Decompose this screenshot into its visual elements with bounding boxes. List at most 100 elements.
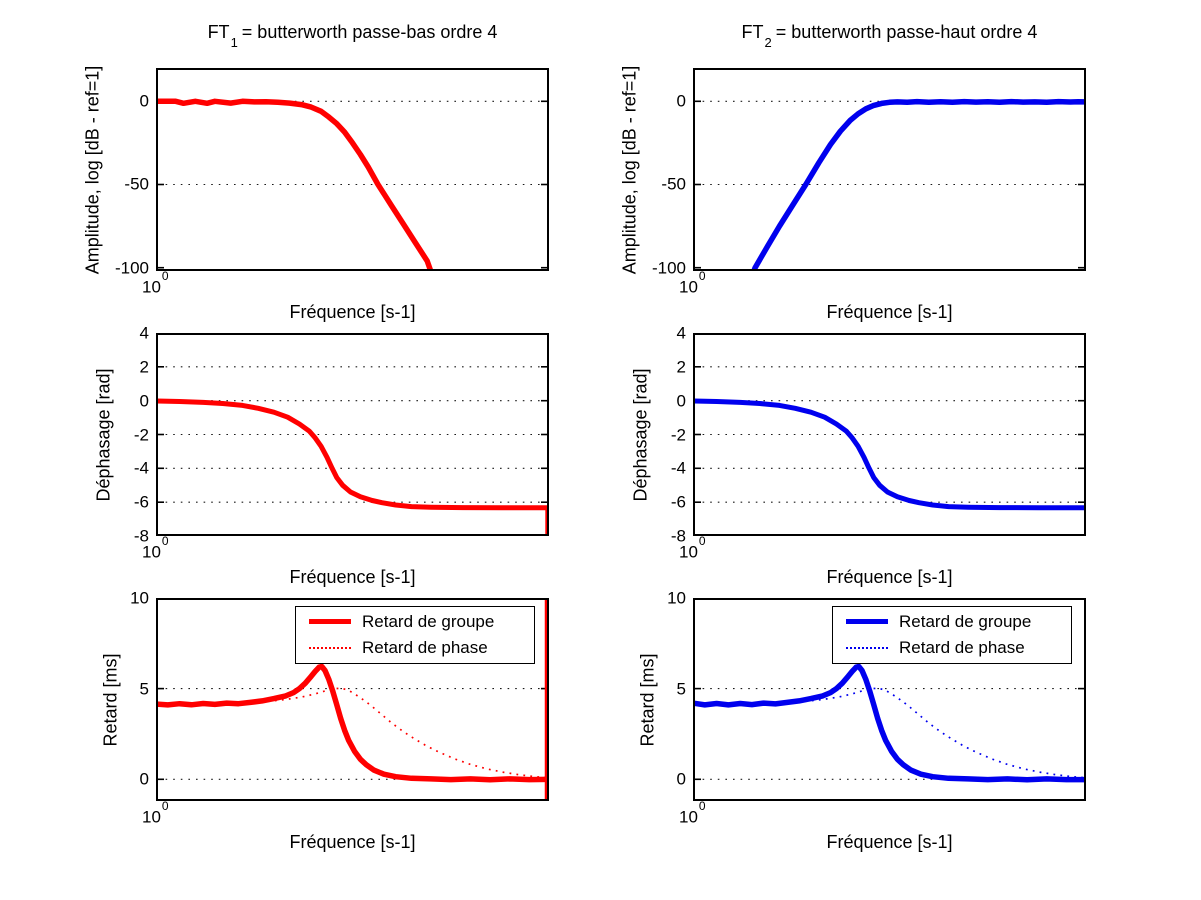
legend: Retard de groupe Retard de phase [832,606,1072,664]
series-amplitude [157,98,434,270]
plot-area: 10 5 0 [667,590,1086,801]
legend-entry-phase: Retard de phase [309,636,534,660]
x-axis-label: Fréquence [s-1] [289,302,416,322]
y-tick-label: -6 [133,492,149,512]
series-amplitude [751,98,1085,270]
y-tick-label: -8 [670,526,686,546]
dephasage-passe-bas-canvas [156,333,549,536]
series-dephasage [157,398,548,511]
y-axis-label: Retard [ms] [637,652,658,747]
x-tick-base: 10 [679,277,698,297]
y-axis-label: Amplitude, log [dB - ref=1] [619,65,640,274]
x-axis-label: Fréquence [s-1] [826,302,953,322]
dephasage-passe-haut-canvas [693,333,1086,536]
x-tick-base: 10 [142,807,161,827]
retard-passe-haut-canvas [693,598,1086,801]
x-tick-exponent: 0 [698,269,706,283]
y-axis-label: Déphasage [rad] [93,367,114,502]
x-tick-label: 100 [679,800,706,827]
subplot-amplitude-passe-bas: FT1 = butterworth passe-bas ordre 4 Ampl… [83,22,549,322]
x-tick-label: 100 [679,535,706,562]
legend-label: Retard de groupe [899,611,1032,631]
legend-entry-groupe: Retard de groupe [309,610,534,634]
subplot-dephasage-passe-bas: Déphasage [rad] 4 2 0 -2 -4 -6 -8 100 Fréquenc… [94,325,549,587]
x-tick-exponent: 0 [161,269,169,283]
x-tick-base: 10 [679,807,698,827]
x-tick-exponent: 0 [161,799,169,813]
y-tick-label: -100 [651,258,686,278]
y-tick-label: -2 [670,425,686,444]
retard-passe-bas-canvas [156,598,549,801]
y-tick-label: -8 [133,526,149,546]
title-text: FT [207,22,230,42]
title-text: = butterworth passe-bas ordre 4 [236,22,498,42]
x-tick-base: 10 [142,542,161,562]
legend: Retard de groupe Retard de phase [295,606,535,664]
y-tick-label: 4 [676,323,686,343]
y-tick-label: 5 [676,679,686,699]
title-subscript: 2 [764,34,772,50]
legend-dotted-line-icon [309,647,351,650]
x-tick-label: 100 [142,800,169,827]
y-tick-label: 10 [667,588,686,608]
legend-entry-groupe: Retard de groupe [846,610,1071,634]
y-tick-label: 5 [139,679,149,699]
x-tick-label: 100 [142,535,169,562]
series-retard-de-groupe [157,663,548,783]
y-tick-label: -100 [114,258,149,278]
x-tick-exponent: 0 [698,534,706,548]
title-subscript: 1 [230,34,238,50]
legend-label: Retard de phase [899,638,1025,658]
y-tick-label: -50 [124,174,149,194]
series-retard-de-phase [157,687,548,779]
y-tick-label: 2 [139,357,149,377]
y-tick-label: 0 [139,391,149,411]
x-tick-label: 100 [142,270,169,297]
y-tick-label: 0 [676,91,686,111]
plot-area: 0 -50 -100 [652,68,1086,276]
title-text: = butterworth passe-haut ordre 4 [770,22,1038,42]
legend-label: Retard de groupe [362,611,495,631]
plot-title: FT2 = butterworth passe-haut ordre 4 [653,22,1126,50]
y-tick-label: -50 [661,174,686,194]
legend-label: Retard de phase [362,638,488,658]
x-tick-base: 10 [679,542,698,562]
y-tick-label: 0 [139,769,149,789]
series-retard-de-phase [694,687,1085,779]
amplitude-passe-bas-canvas [156,68,549,271]
x-axis-label: Fréquence [s-1] [826,832,953,852]
y-tick-label: 2 [676,357,686,377]
y-tick-label: 0 [676,391,686,411]
x-tick-exponent: 0 [161,534,169,548]
y-axis-label: Déphasage [rad] [630,367,651,502]
y-tick-label: 10 [130,588,149,608]
x-tick-base: 10 [142,277,161,297]
legend-solid-line-icon [846,619,888,625]
plot-area: 4 2 0 -2 -4 -6 -8 [671,325,1086,545]
x-axis-label: Fréquence [s-1] [289,832,416,852]
plot-area: 10 5 0 [130,590,549,801]
x-axis-label: Fréquence [s-1] [826,567,953,587]
x-axis-label: Fréquence [s-1] [289,567,416,587]
amplitude-passe-haut-canvas [693,68,1086,271]
y-tick-label: -4 [133,458,149,478]
legend-entry-phase: Retard de phase [846,636,1071,660]
series-dephasage [694,398,1085,511]
y-tick-label: -6 [670,492,686,512]
title-text: FT [741,22,764,42]
legend-solid-line-icon [309,619,351,625]
legend-dotted-line-icon [846,647,888,650]
subplot-retard-passe-bas: Retard [ms] 10 5 0 Retard de groupe Retard… [101,590,549,852]
plot-area: 0 -50 -100 [115,68,549,276]
y-tick-label: -4 [670,458,686,478]
y-tick-label: -2 [133,425,149,444]
y-tick-label: 0 [139,91,149,111]
subplot-amplitude-passe-haut: FT2 = butterworth passe-haut ordre 4 Amp… [620,22,1086,322]
subplot-dephasage-passe-haut: Déphasage [rad] 4 2 0 -2 -4 -6 -8 100 Fréquenc… [631,325,1086,587]
y-axis-label: Retard [ms] [100,652,121,747]
plot-title: FT1 = butterworth passe-bas ordre 4 [116,22,589,50]
y-tick-label: 4 [139,323,149,343]
subplot-retard-passe-haut: Retard [ms] 10 5 0 Retard de groupe Retard… [638,590,1086,852]
y-tick-label: 0 [676,769,686,789]
